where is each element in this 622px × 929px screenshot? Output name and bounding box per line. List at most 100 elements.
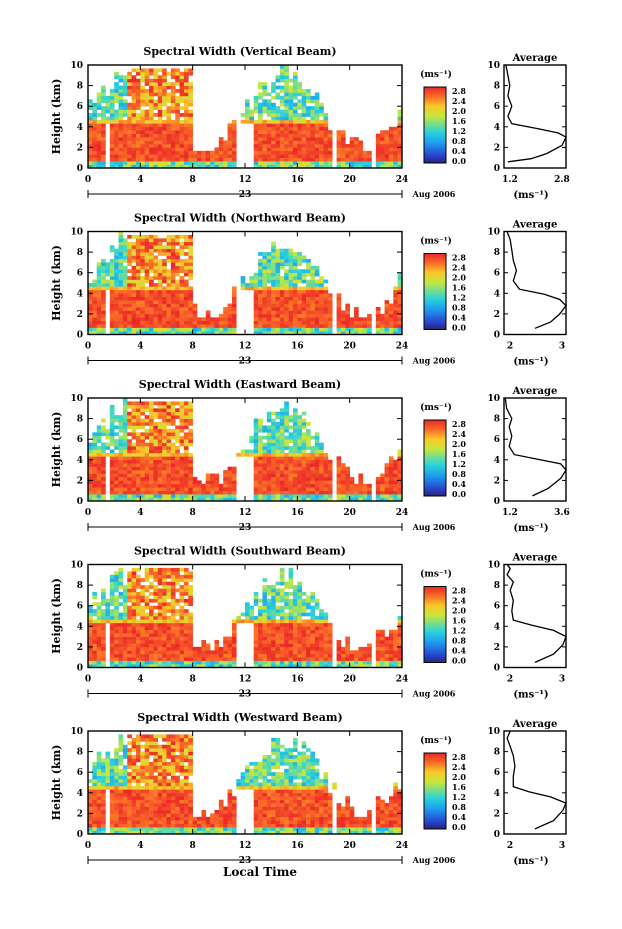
heatmap-cell	[188, 258, 193, 263]
heatmap-cell	[266, 585, 272, 589]
heatmap-cell	[271, 483, 276, 488]
heatmap-cell	[109, 415, 115, 419]
heatmap-cell	[288, 255, 294, 260]
heatmap-cell	[131, 85, 137, 90]
heatmap-cell	[288, 591, 294, 596]
heatmap-cell	[157, 75, 163, 80]
heatmap-cell	[153, 470, 159, 474]
heatmap-cell	[135, 99, 141, 104]
heatmap-cell	[262, 276, 268, 280]
heatmap-cell	[114, 585, 119, 589]
heatmap-cell	[149, 307, 154, 311]
heatmap-cell	[122, 140, 128, 145]
heatmap-cell	[170, 449, 176, 454]
heatmap-cell	[149, 585, 154, 589]
heatmap-cell	[122, 150, 128, 155]
heatmap-cell	[175, 265, 180, 270]
heatmap-cell	[101, 157, 106, 162]
heatmap-cell	[262, 664, 268, 668]
heatmap-cell	[253, 432, 259, 437]
heatmap-cell	[288, 143, 294, 148]
heatmap-cell	[327, 130, 333, 134]
heatmap-cell	[205, 497, 211, 502]
heatmap-cell	[153, 598, 159, 603]
heatmap-cell	[306, 150, 311, 155]
heatmap-cell	[114, 293, 119, 298]
heatmap-cell	[354, 147, 359, 152]
heatmap-cell	[340, 463, 346, 467]
heatmap-cell	[149, 258, 154, 263]
heatmap-cell	[140, 331, 145, 335]
heatmap-cell	[114, 164, 119, 169]
heatmap-cell	[284, 456, 289, 461]
heatmap-cell	[340, 466, 346, 471]
heatmap-cell	[275, 137, 281, 141]
heatmap-cell	[114, 626, 119, 631]
heatmap-cell	[214, 650, 220, 655]
heatmap-cell	[292, 633, 298, 637]
heatmap-cell	[140, 276, 145, 280]
heatmap-cell	[340, 476, 346, 481]
heatmap-cell	[183, 494, 189, 498]
heatmap-cell	[92, 494, 98, 498]
heatmap-cell	[188, 626, 193, 631]
heatmap-cell	[122, 82, 128, 86]
heatmap-cell	[162, 331, 167, 335]
heatmap-cell	[271, 425, 276, 430]
heatmap-cell	[314, 633, 320, 637]
heatmap-cell	[118, 633, 124, 637]
heatmap-cell	[140, 99, 145, 104]
heatmap-cell	[288, 300, 294, 304]
heatmap-cell	[210, 320, 215, 325]
heatmap-cell	[144, 248, 150, 253]
heatmap-cell	[114, 283, 119, 287]
heatmap-cell	[175, 609, 180, 613]
heatmap-cell	[88, 317, 93, 322]
heatmap-cell	[323, 289, 329, 294]
heatmap-cell	[205, 643, 211, 648]
heatmap-cell	[384, 324, 390, 328]
heatmap-cell	[314, 137, 320, 141]
heatmap-cell	[292, 466, 298, 471]
heatmap-cell	[314, 622, 320, 627]
heatmap-cell	[135, 581, 141, 586]
heatmap-cell	[258, 265, 263, 270]
heatmap-cell	[279, 150, 285, 155]
heatmap-cell	[275, 320, 281, 325]
heatmap-cell	[96, 463, 102, 467]
heatmap-cell	[162, 612, 167, 617]
heatmap-cell	[149, 428, 154, 433]
heatmap-cell	[122, 643, 128, 648]
heatmap-cell	[340, 130, 346, 134]
heatmap-cell	[135, 248, 141, 253]
heatmap-cell	[349, 483, 355, 488]
heatmap-cell	[340, 320, 346, 325]
heatmap-cell	[258, 476, 263, 481]
heatmap-cell	[327, 487, 333, 491]
heatmap-cell	[262, 660, 268, 665]
heatmap-cell	[271, 476, 276, 481]
heatmap-cell	[288, 456, 294, 461]
colorbar-segment	[424, 293, 446, 296]
heatmap-cell	[170, 161, 176, 165]
heatmap-cell	[349, 140, 355, 145]
heatmap-cell	[122, 612, 128, 617]
heatmap-cell	[166, 252, 172, 256]
heatmap-cell	[266, 310, 272, 315]
heatmap-cell	[183, 643, 189, 648]
heatmap-cell	[279, 68, 285, 73]
heatmap-cell	[114, 109, 119, 114]
heatmap-cell	[149, 265, 154, 270]
heatmap-cell	[258, 119, 263, 124]
heatmap-cell	[88, 650, 93, 655]
heatmap-cell	[292, 126, 298, 131]
heatmap-cell	[144, 428, 150, 433]
heatmap-cell	[340, 161, 346, 165]
heatmap-cell	[249, 439, 255, 443]
heatmap-cell	[279, 327, 285, 332]
heatmap-cell	[144, 490, 150, 495]
heatmap-cell	[358, 143, 364, 148]
colorbar-segment	[424, 92, 446, 95]
heatmap-cell	[183, 463, 189, 467]
heatmap-cell	[162, 446, 167, 450]
